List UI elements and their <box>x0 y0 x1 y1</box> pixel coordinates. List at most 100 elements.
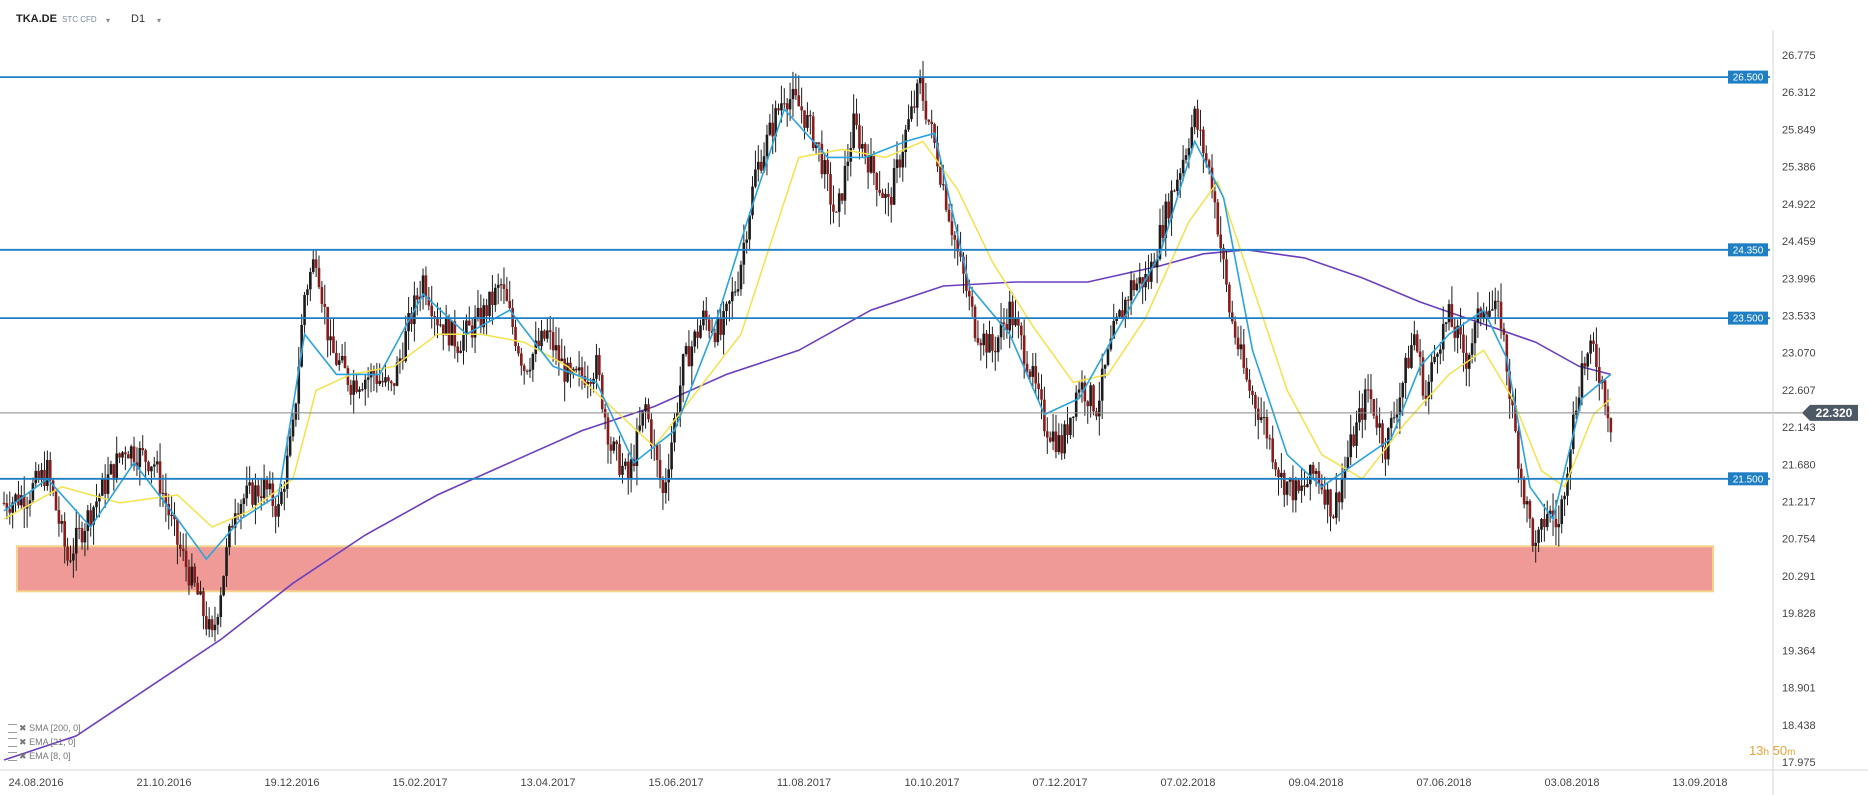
candle-body <box>1378 423 1381 428</box>
candle-body <box>754 169 757 187</box>
candle-body <box>381 380 384 383</box>
candle-body <box>1540 519 1543 530</box>
candle-body <box>1184 155 1188 160</box>
legend-label: EMA [21, 0] <box>29 737 76 747</box>
candle-body <box>158 461 162 494</box>
candle-body <box>1014 318 1017 326</box>
candle-body <box>846 161 850 166</box>
candle-body <box>540 330 543 347</box>
candle-body <box>751 186 754 216</box>
candle-body <box>398 358 402 363</box>
candle-body <box>288 436 292 456</box>
candle-body <box>835 211 838 213</box>
candle-body <box>462 334 465 351</box>
candle-body <box>872 154 876 174</box>
indicator-settings-icon[interactable] <box>8 738 17 748</box>
close-icon[interactable]: ✖ <box>19 737 27 747</box>
legend-ema21[interactable]: ✖ EMA [21, 0] <box>8 737 76 748</box>
candle-body <box>1167 201 1170 219</box>
instrument-type-label[interactable]: STC CFD <box>62 15 97 24</box>
candle-body <box>1485 311 1488 317</box>
candle-body <box>716 318 720 343</box>
candle-body <box>863 144 867 156</box>
candle-body <box>1369 389 1373 400</box>
price-tick-label: 19.364 <box>1782 645 1816 657</box>
candle-body <box>323 303 327 307</box>
candle-body <box>473 316 477 338</box>
indicator-settings-icon[interactable] <box>8 724 17 734</box>
candle-body <box>329 336 332 341</box>
current-price-tag[interactable] <box>1802 404 1858 421</box>
candle-body <box>378 380 381 384</box>
candle-body <box>436 317 439 326</box>
candle-body <box>219 595 223 618</box>
candle-body <box>95 501 98 508</box>
candle-body <box>1291 478 1295 501</box>
legend-sma200[interactable]: ✖ SMA [200, 0] <box>8 723 81 734</box>
candle-body <box>1066 424 1069 435</box>
candle-countdown-timer: 13h 50m <box>1749 743 1795 758</box>
close-icon[interactable]: ✖ <box>19 751 27 761</box>
level-tag[interactable] <box>1728 243 1768 257</box>
legend-ema8[interactable]: ✖ EMA [8, 0] <box>8 751 71 762</box>
candle-body <box>320 287 324 304</box>
candle-body <box>1187 148 1191 156</box>
candle-body <box>424 275 428 298</box>
candle-body <box>1262 417 1266 419</box>
candle-body <box>676 412 679 418</box>
price-tick-label: 20.754 <box>1782 534 1816 546</box>
candle-body <box>8 509 12 513</box>
level-tag[interactable] <box>1728 472 1768 486</box>
candle-body <box>1138 277 1142 284</box>
candle-body <box>1589 340 1592 354</box>
timeframe-dropdown-chevron-icon[interactable]: ▾ <box>157 16 162 25</box>
date-tick-label: 19.12.2016 <box>264 777 319 789</box>
candle-body <box>1043 399 1046 432</box>
level-tag[interactable] <box>1728 70 1768 84</box>
horizontal-levels-layer[interactable]: 26.500 24.350 23.500 21.500 22.320 <box>0 70 1858 486</box>
ema-layer <box>3 107 1612 561</box>
candle-body <box>1285 481 1289 495</box>
date-axis[interactable]: 24.08.2016 21.10.2016 19.12.2016 15.02.2017… <box>0 769 1868 789</box>
candle-body <box>843 165 847 201</box>
candle-body <box>1271 438 1275 463</box>
candle-body <box>309 271 312 290</box>
symbol-dropdown-chevron-icon[interactable]: ▾ <box>106 16 111 25</box>
price-tick-label: 23.996 <box>1782 273 1816 285</box>
candle-body <box>1256 408 1260 420</box>
candle-body <box>967 290 971 297</box>
indicator-settings-icon[interactable] <box>8 752 17 762</box>
candle-body <box>1069 417 1072 435</box>
candle-body <box>901 152 905 168</box>
candle-body <box>719 318 723 335</box>
candle-body <box>1178 173 1182 180</box>
level-tag[interactable] <box>1728 311 1768 325</box>
candle-body <box>1219 234 1222 249</box>
candle-body <box>577 367 581 371</box>
candle-body <box>392 383 396 386</box>
candle-body <box>1089 385 1092 407</box>
candle-body <box>800 106 803 111</box>
candle-body <box>86 510 90 531</box>
candle-body <box>280 491 283 505</box>
candle-body <box>135 462 139 467</box>
candle-body <box>1248 379 1251 391</box>
candle-body <box>248 482 251 486</box>
candle-body <box>560 358 564 362</box>
candle-body <box>713 332 717 343</box>
candle-body <box>1245 367 1248 380</box>
symbol-label[interactable]: TKA.DE <box>16 13 57 25</box>
candle-body <box>589 381 592 384</box>
candle-body <box>1392 417 1396 419</box>
candle-body <box>1300 485 1303 491</box>
candle-body <box>742 242 746 265</box>
close-icon[interactable]: ✖ <box>19 723 27 733</box>
candle-body <box>650 419 653 447</box>
candle-body <box>499 284 503 286</box>
ema8-line <box>3 107 1612 561</box>
candle-body <box>63 521 66 547</box>
candle-body <box>317 267 321 288</box>
timeframe-label[interactable]: D1 <box>131 13 146 25</box>
price-axis[interactable]: 26.775 26.312 25.849 25.386 24.922 24.459 23.9… <box>1772 30 1816 795</box>
